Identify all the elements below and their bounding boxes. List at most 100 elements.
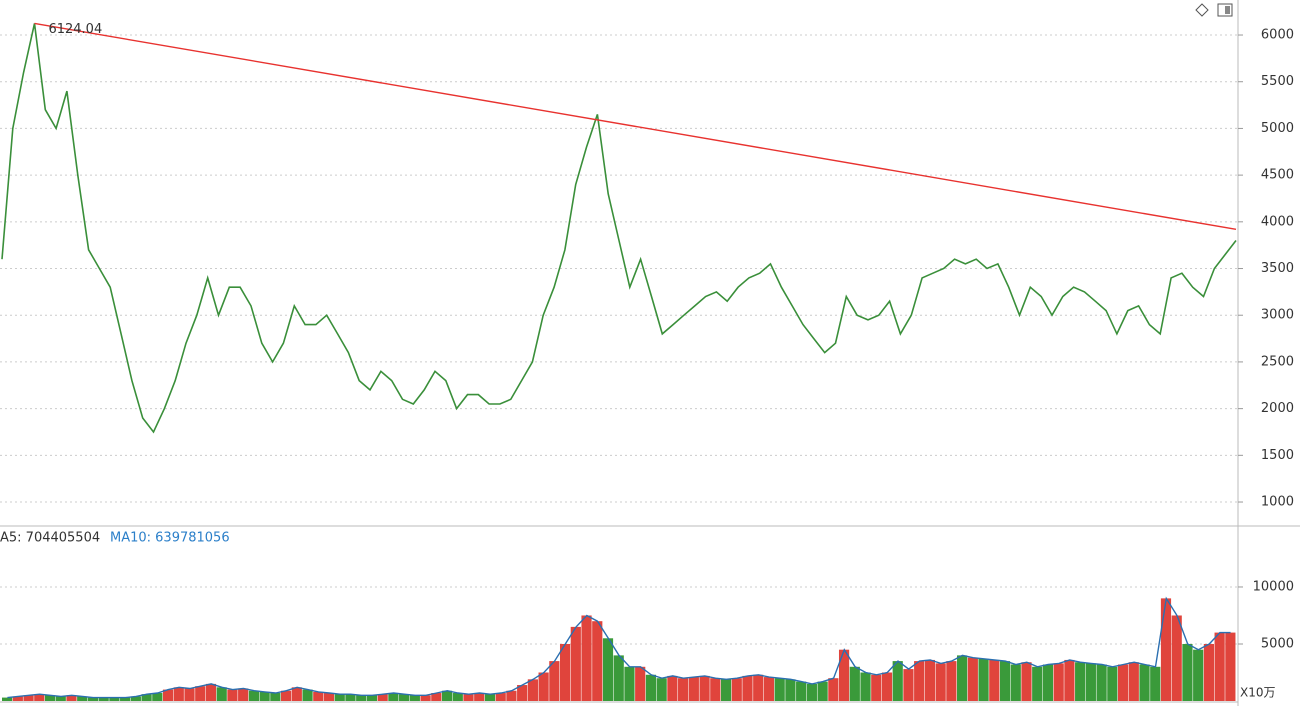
volume-bar [613, 655, 624, 701]
volume-bar [334, 694, 345, 701]
volume-bar [1117, 664, 1129, 701]
volume-bar [892, 661, 903, 701]
volume-bar [1193, 649, 1204, 701]
volume-bar [667, 675, 678, 701]
volume-bar [946, 661, 957, 701]
volume-bar [785, 679, 796, 701]
volume-bar [302, 689, 313, 701]
volume-bar [581, 615, 592, 701]
volume-bar [838, 649, 850, 701]
volume-bar [173, 687, 184, 701]
volume-bar [216, 687, 227, 701]
volume-bar [678, 678, 689, 701]
volume-bar [409, 695, 420, 701]
volume-bar [828, 678, 839, 701]
volume-bar [2, 697, 13, 701]
price-panel: 1000 1500 2000 2500 3000 3500 4000 4500 5000 5500… [0, 22, 1294, 510]
volume-bar [495, 693, 506, 701]
volume-bar [356, 695, 367, 701]
volume-bar [999, 661, 1011, 701]
volume-bar [720, 679, 732, 701]
volume-bar [34, 694, 45, 701]
draw-icon[interactable] [1195, 3, 1209, 17]
volume-bar [227, 689, 238, 701]
y-tick-label: 4500 [1261, 168, 1294, 183]
volume-bar [130, 696, 141, 701]
volume-bar [753, 674, 764, 701]
volume-bar [978, 658, 989, 701]
volume-bar [98, 697, 109, 701]
volume-bar [656, 678, 667, 701]
volume-bar [66, 695, 77, 701]
volume-bar [774, 678, 785, 701]
volume-bar [23, 695, 34, 701]
volume-bar [1150, 666, 1161, 701]
panel-icon-fill [1225, 6, 1230, 14]
y-tick-label: 3000 [1261, 308, 1294, 323]
trendline [34, 22, 1237, 230]
volume-panel: 5000 10000 [0, 579, 1294, 701]
volume-bar [1203, 643, 1215, 701]
volume-bar [989, 659, 1000, 701]
volume-bar [388, 693, 399, 701]
volume-bar [860, 672, 871, 701]
volume-bar [1042, 664, 1054, 701]
volume-bar [559, 643, 571, 701]
volume-bar [731, 678, 742, 701]
volume-bar [1010, 664, 1021, 701]
volume-bar [1182, 643, 1193, 701]
volume-bar [44, 695, 56, 701]
volume-bar [1032, 666, 1043, 701]
y-tick-label: 10000 [1253, 579, 1294, 594]
y-tick-label: 3500 [1261, 261, 1294, 276]
volume-bar [484, 694, 496, 701]
volume-bar [699, 675, 710, 701]
volume-bar [399, 694, 410, 701]
panel-icon[interactable] [1217, 3, 1233, 17]
volume-bar [924, 659, 936, 701]
volume-bar [87, 697, 99, 701]
volume-bar [1021, 662, 1032, 701]
volume-bar [538, 672, 549, 701]
volume-bar [592, 621, 603, 701]
volume-bar [1225, 632, 1236, 701]
peak-label: 6124.04 [48, 22, 102, 37]
volume-bar [527, 679, 538, 701]
volume-bar [195, 686, 206, 701]
volume-bar [1064, 659, 1075, 701]
volume-bar [645, 674, 657, 701]
volume-bar [152, 693, 163, 701]
volume-bar [366, 695, 378, 701]
volume-bar [377, 694, 388, 701]
volume-bar [109, 697, 120, 701]
y-tick-label: 5500 [1261, 74, 1294, 89]
volume-bar [141, 694, 152, 701]
volume-bar [431, 693, 442, 701]
volume-bar [1214, 632, 1225, 701]
volume-bar [806, 683, 817, 701]
volume-bar [914, 661, 925, 701]
volume-bar [270, 693, 281, 701]
price-line [1, 23, 1237, 434]
volume-bar [280, 690, 292, 701]
volume-bar [205, 683, 217, 701]
volume-bar [1096, 664, 1107, 701]
volume-bar [688, 677, 699, 701]
volume-bar [881, 672, 893, 701]
volume-bar [957, 655, 968, 701]
volume-bar [549, 661, 560, 701]
volume-bar [162, 689, 174, 701]
y-tick-label: 2000 [1261, 401, 1294, 416]
volume-bar [624, 666, 635, 701]
volume-bar [323, 693, 335, 701]
volume-bar [313, 691, 324, 701]
ma10-label: MA10: 639781056 [110, 531, 230, 546]
y-tick-label: 6000 [1261, 28, 1294, 43]
volume-bar [506, 690, 517, 701]
volume-bar [345, 694, 356, 701]
volume-outline [7, 596, 1231, 699]
volume-bar [517, 685, 528, 701]
volume-bar [474, 693, 485, 701]
